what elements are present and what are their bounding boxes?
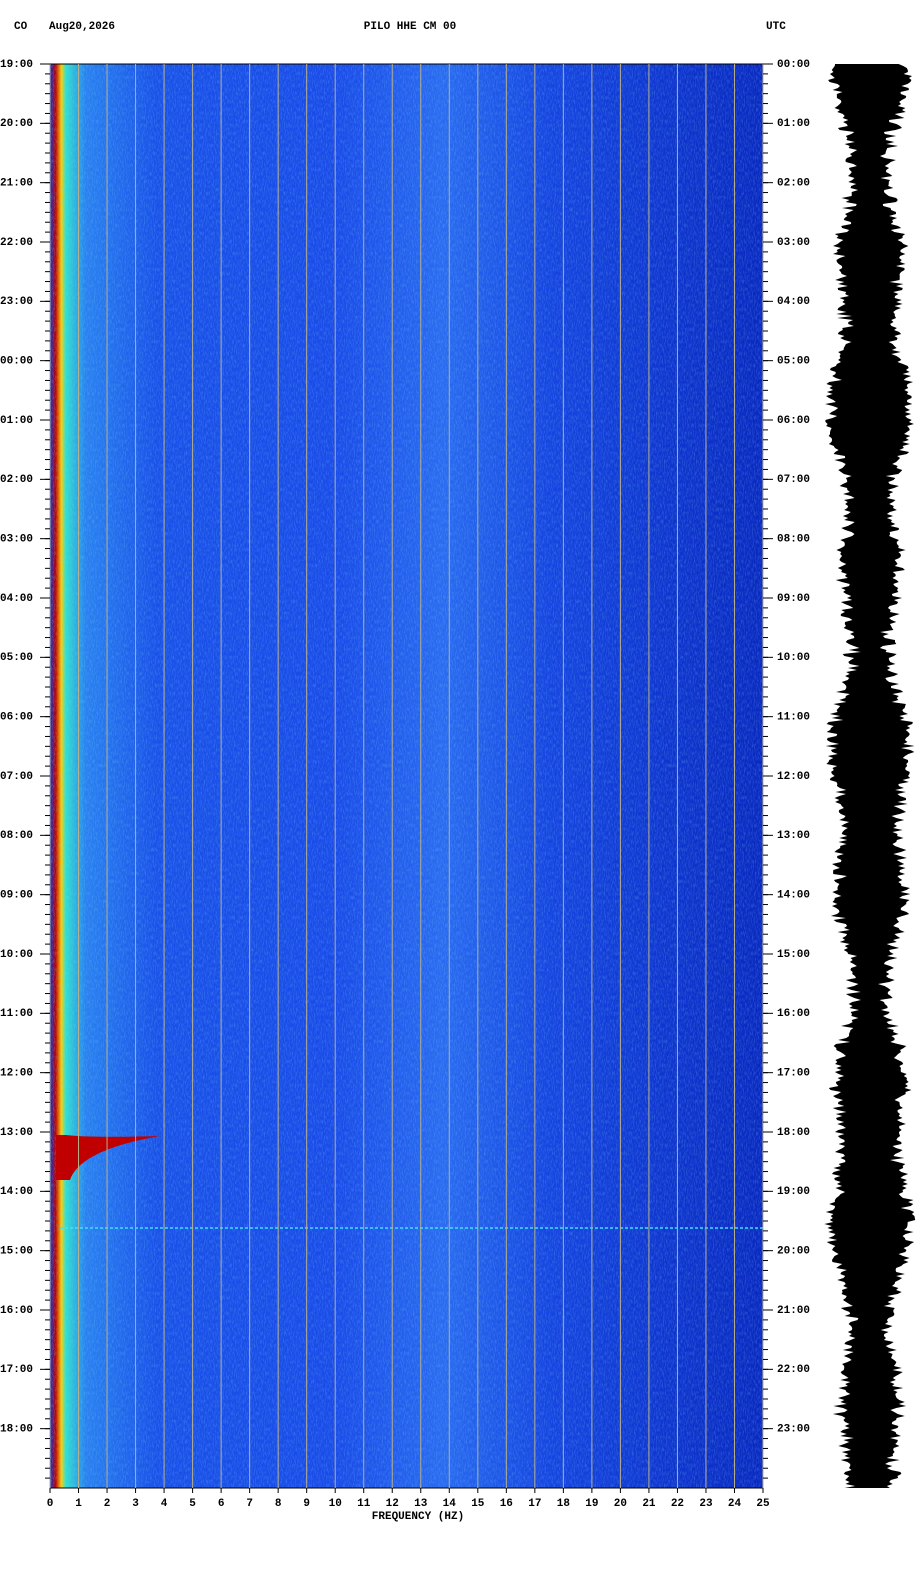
x-tick-label: 4	[161, 1498, 168, 1510]
y-tick-label: 19:00	[0, 59, 33, 71]
x-tick-label: 24	[728, 1498, 742, 1510]
y2-tick-label: 04:00	[777, 296, 810, 308]
y2-tick-label: 17:00	[777, 1068, 810, 1080]
y-tick-label: 03:00	[0, 534, 33, 546]
spectrogram-event	[56, 1135, 160, 1180]
x-tick-label: 3	[132, 1498, 139, 1510]
x-tick-label: 10	[329, 1498, 342, 1510]
y-tick-label: 01:00	[0, 415, 33, 427]
y2-tick-label: 22:00	[777, 1364, 810, 1376]
y-tick-label: 22:00	[0, 237, 33, 249]
y-tick-label: 10:00	[0, 949, 33, 961]
y2-tick-label: 02:00	[777, 178, 810, 190]
timezone: UTC	[766, 21, 786, 33]
x-tick-label: 6	[218, 1498, 225, 1510]
x-tick-label: 19	[585, 1498, 598, 1510]
x-tick-label: 17	[528, 1498, 541, 1510]
y2-tick-label: 08:00	[777, 534, 810, 546]
x-tick-label: 7	[246, 1498, 253, 1510]
y-tick-label: 00:00	[0, 356, 33, 368]
y2-tick-label: 14:00	[777, 890, 810, 902]
x-tick-label: 14	[443, 1498, 457, 1510]
y2-tick-label: 23:00	[777, 1424, 810, 1436]
y2-tick-label: 19:00	[777, 1186, 810, 1198]
spectrogram-noise	[50, 64, 763, 1488]
x-tick-label: 20	[614, 1498, 627, 1510]
y2-tick-label: 06:00	[777, 415, 810, 427]
y-tick-label: 18:00	[0, 1424, 33, 1436]
x-tick-label: 0	[47, 1498, 54, 1510]
y-tick-label: 05:00	[0, 652, 33, 664]
y2-tick-label: 09:00	[777, 593, 810, 605]
x-tick-label: 5	[189, 1498, 196, 1510]
x-tick-label: 23	[699, 1498, 713, 1510]
y-tick-label: 23:00	[0, 296, 33, 308]
y-tick-label: 20:00	[0, 118, 33, 130]
y-tick-label: 07:00	[0, 771, 33, 783]
y-tick-label: 21:00	[0, 178, 33, 190]
x-tick-label: 11	[357, 1498, 371, 1510]
y-tick-label: 13:00	[0, 1127, 33, 1139]
x-tick-label: 8	[275, 1498, 282, 1510]
network: CO	[14, 21, 28, 33]
x-tick-label: 15	[471, 1498, 485, 1510]
x-tick-label: 25	[756, 1498, 770, 1510]
y2-tick-label: 21:00	[777, 1305, 810, 1317]
y2-tick-label: 12:00	[777, 771, 810, 783]
chart-title: PILO HHE CM 00	[364, 21, 456, 33]
y2-tick-label: 07:00	[777, 474, 810, 486]
x-tick-label: 13	[414, 1498, 428, 1510]
y-tick-label: 17:00	[0, 1364, 33, 1376]
y-tick-label: 11:00	[0, 1008, 33, 1020]
y2-tick-label: 13:00	[777, 830, 810, 842]
y-tick-label: 14:00	[0, 1186, 33, 1198]
y2-tick-label: 01:00	[777, 118, 810, 130]
axes: 0 1 2 3 4 5 6 7 8 9 10 11 12 13 14 15 16 17 18 19 20 21 22 23 24…	[0, 59, 810, 1510]
y2-tick-label: 18:00	[777, 1127, 810, 1139]
x-tick-label: 18	[557, 1498, 571, 1510]
y2-tick-label: 11:00	[777, 712, 810, 724]
y2-tick-label: 00:00	[777, 59, 810, 71]
y2-tick-label: 16:00	[777, 1008, 810, 1020]
x-tick-label: 1	[75, 1498, 82, 1510]
x-tick-label: 16	[500, 1498, 513, 1510]
y2-tick-label: 20:00	[777, 1246, 810, 1258]
y2-tick-label: 05:00	[777, 356, 810, 368]
y-tick-label: 04:00	[0, 593, 33, 605]
x-tick-label: 12	[386, 1498, 399, 1510]
x-tick-label: 9	[303, 1498, 310, 1510]
y2-tick-label: 03:00	[777, 237, 810, 249]
y-tick-label: 16:00	[0, 1305, 33, 1317]
x-tick-label: 2	[104, 1498, 111, 1510]
y-tick-label: 06:00	[0, 712, 33, 724]
x-tick-label: 21	[642, 1498, 656, 1510]
date: Aug20,2026	[49, 21, 115, 33]
x-tick-label: 22	[671, 1498, 684, 1510]
seismogram-trace	[824, 64, 916, 1488]
x-axis-label: FREQUENCY (HZ)	[372, 1511, 464, 1523]
y-tick-label: 12:00	[0, 1068, 33, 1080]
y-tick-label: 08:00	[0, 830, 33, 842]
y-tick-label: 02:00	[0, 474, 33, 486]
y2-tick-label: 10:00	[777, 652, 810, 664]
y-tick-label: 15:00	[0, 1246, 33, 1258]
y-tick-label: 09:00	[0, 890, 33, 902]
y2-tick-label: 15:00	[777, 949, 810, 961]
